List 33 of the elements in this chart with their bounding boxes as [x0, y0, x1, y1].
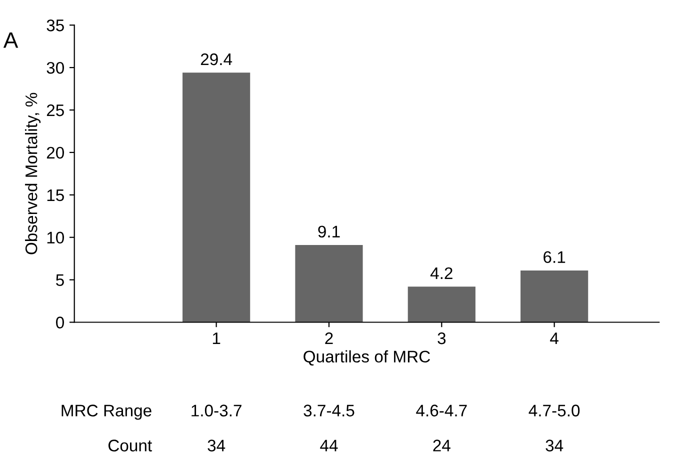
bar: [520, 270, 588, 322]
y-tick-label: 25: [46, 104, 64, 116]
y-tick-label: 10: [47, 232, 64, 244]
x-axis-title: Quartiles of MRC: [304, 350, 430, 366]
y-tick-label: 15: [47, 189, 64, 202]
y-tick-label: 20: [46, 146, 64, 159]
text: 1.0-3.7: [192, 404, 242, 416]
text: MRC Range: [62, 404, 152, 420]
y-tick-label: 30: [46, 62, 64, 74]
text: 24: [433, 440, 450, 452]
x-tick-label: 2: [325, 332, 333, 344]
data-label: 29.4: [200, 53, 232, 66]
y-axis-title: Observed Mortality, %: [25, 92, 41, 254]
text: 4.6-4.7: [416, 404, 467, 416]
data-label: 4.2: [430, 267, 452, 279]
data-label: 6.1: [544, 251, 566, 263]
bar: [182, 72, 250, 322]
x-tick-label: 4: [550, 332, 558, 344]
y-tick-label: 5: [56, 274, 64, 286]
y-tick-label: 0: [56, 316, 64, 328]
y-tick-label: 35: [46, 20, 64, 32]
text: 34: [546, 440, 564, 452]
text: 3.7-4.5: [304, 404, 354, 416]
bar: [295, 244, 363, 322]
bar: [408, 286, 476, 322]
x-tick-label: 3: [438, 332, 446, 344]
text: 34: [208, 440, 226, 452]
text: 44: [320, 440, 338, 452]
data-label: 9.1: [318, 226, 340, 238]
x-tick-label: 1: [212, 332, 220, 344]
text: A: [3, 32, 18, 48]
text: 4.7-5.0: [528, 404, 580, 416]
text: Count: [108, 440, 152, 452]
